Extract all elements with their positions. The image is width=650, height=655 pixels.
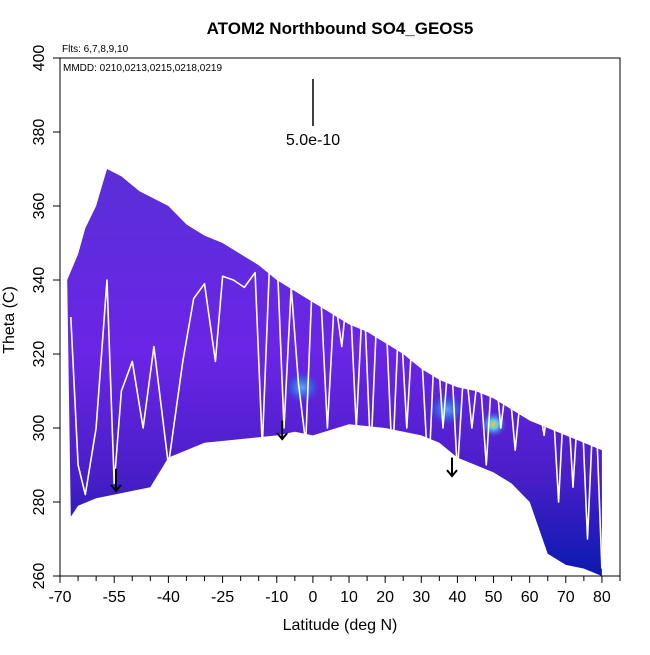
x-axis: -70 -55 -40 -25 -10 0 10 20 30 40 50 60 70 80 xyxy=(48,576,621,606)
arrow-group xyxy=(110,420,458,493)
curtain-area xyxy=(67,169,602,576)
x-tick-label: 70 xyxy=(557,589,575,606)
arrow-head xyxy=(110,484,122,493)
x-tick-label: 40 xyxy=(449,589,467,606)
x-tick-label: 10 xyxy=(340,589,358,606)
y-tick-label: 360 xyxy=(31,193,48,220)
y-tick-label: 280 xyxy=(31,489,48,516)
x-tick-label: 60 xyxy=(521,589,539,606)
y-axis: 260 280 300 320 340 360 380 400 xyxy=(31,45,60,590)
y-axis-label: Theta (C) xyxy=(1,286,18,354)
dates-note: MMDD: 0210,0213,0215,0218,0219 xyxy=(63,63,222,74)
scale-bar-label: 5.0e-10 xyxy=(286,132,340,149)
x-tick-label: 50 xyxy=(485,589,503,606)
chart-title: ATOM2 Northbound SO4_GEOS5 xyxy=(207,19,474,38)
x-tick-label: -10 xyxy=(265,589,288,606)
x-tick-label: 30 xyxy=(412,589,430,606)
plot-frame xyxy=(59,57,621,577)
y-tick-label: 320 xyxy=(31,341,48,368)
x-tick-label: -40 xyxy=(157,589,180,606)
y-tick-label: 300 xyxy=(31,415,48,442)
flights-note: Flts: 6,7,8,9,10 xyxy=(62,44,129,55)
flight-track xyxy=(70,249,603,569)
arrow-head xyxy=(446,469,458,478)
x-tick-label: -70 xyxy=(48,589,71,606)
x-tick-label: 0 xyxy=(308,589,317,606)
hotspot xyxy=(428,393,465,426)
x-tick-label: -55 xyxy=(103,589,126,606)
y-tick-label: 260 xyxy=(31,563,48,590)
x-tick-label: 80 xyxy=(593,589,611,606)
hotspot xyxy=(284,371,321,404)
arrow-head xyxy=(276,432,288,441)
x-tick-label: 20 xyxy=(376,589,394,606)
x-tick-label: -25 xyxy=(211,589,234,606)
plot-content xyxy=(67,169,603,576)
y-tick-label: 340 xyxy=(31,267,48,294)
x-axis-label: Latitude (deg N) xyxy=(283,617,398,634)
y-tick-label: 380 xyxy=(31,119,48,146)
y-tick-label: 400 xyxy=(31,45,48,72)
